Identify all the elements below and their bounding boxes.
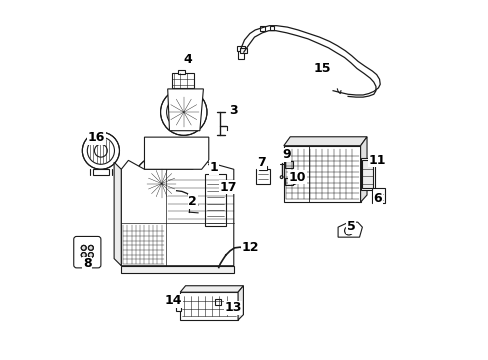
FancyBboxPatch shape	[74, 237, 101, 268]
Bar	[284, 161, 293, 168]
Text: 1: 1	[209, 161, 218, 174]
Polygon shape	[337, 222, 362, 237]
Circle shape	[133, 155, 190, 212]
Text: 13: 13	[224, 301, 241, 314]
Text: 15: 15	[313, 62, 330, 75]
Bar	[215, 300, 221, 305]
Polygon shape	[238, 286, 243, 320]
Bar	[93, 168, 108, 175]
Polygon shape	[152, 156, 191, 194]
Polygon shape	[121, 266, 233, 273]
Circle shape	[344, 226, 352, 235]
Text: 11: 11	[368, 154, 386, 167]
Text: 10: 10	[288, 171, 305, 184]
Circle shape	[160, 89, 206, 135]
Text: 5: 5	[346, 220, 355, 233]
Text: 6: 6	[373, 192, 381, 205]
Polygon shape	[114, 162, 121, 266]
Circle shape	[81, 252, 86, 257]
Polygon shape	[167, 89, 203, 131]
Text: 17: 17	[219, 181, 237, 194]
Bar	[238, 51, 244, 59]
Text: 9: 9	[282, 148, 290, 162]
Polygon shape	[144, 137, 208, 169]
Bar	[259, 26, 264, 31]
Text: 3: 3	[228, 104, 237, 117]
Text: 7: 7	[257, 156, 265, 169]
Polygon shape	[180, 286, 243, 292]
Circle shape	[82, 132, 119, 169]
Bar	[177, 70, 184, 73]
Bar	[172, 73, 194, 88]
Bar	[180, 292, 238, 320]
Polygon shape	[121, 160, 233, 266]
Text: 12: 12	[241, 241, 259, 255]
Bar	[360, 158, 374, 190]
Bar	[205, 174, 225, 226]
Bar	[372, 188, 384, 203]
Text: 16: 16	[87, 131, 105, 144]
Text: 8: 8	[83, 257, 91, 270]
Circle shape	[280, 176, 283, 179]
Bar	[284, 178, 293, 185]
Circle shape	[375, 193, 381, 199]
Bar	[240, 48, 247, 53]
Text: 2: 2	[188, 195, 197, 208]
Circle shape	[81, 246, 86, 250]
Polygon shape	[283, 137, 366, 146]
Bar	[237, 46, 244, 51]
Bar	[283, 146, 360, 202]
Polygon shape	[360, 137, 366, 202]
Bar	[269, 26, 273, 30]
Bar	[255, 169, 269, 184]
Circle shape	[88, 252, 93, 257]
Bar	[258, 166, 266, 170]
Text: 14: 14	[164, 294, 182, 307]
Bar	[361, 160, 372, 188]
Circle shape	[88, 246, 93, 250]
Bar	[176, 301, 181, 311]
Text: 4: 4	[183, 53, 191, 66]
